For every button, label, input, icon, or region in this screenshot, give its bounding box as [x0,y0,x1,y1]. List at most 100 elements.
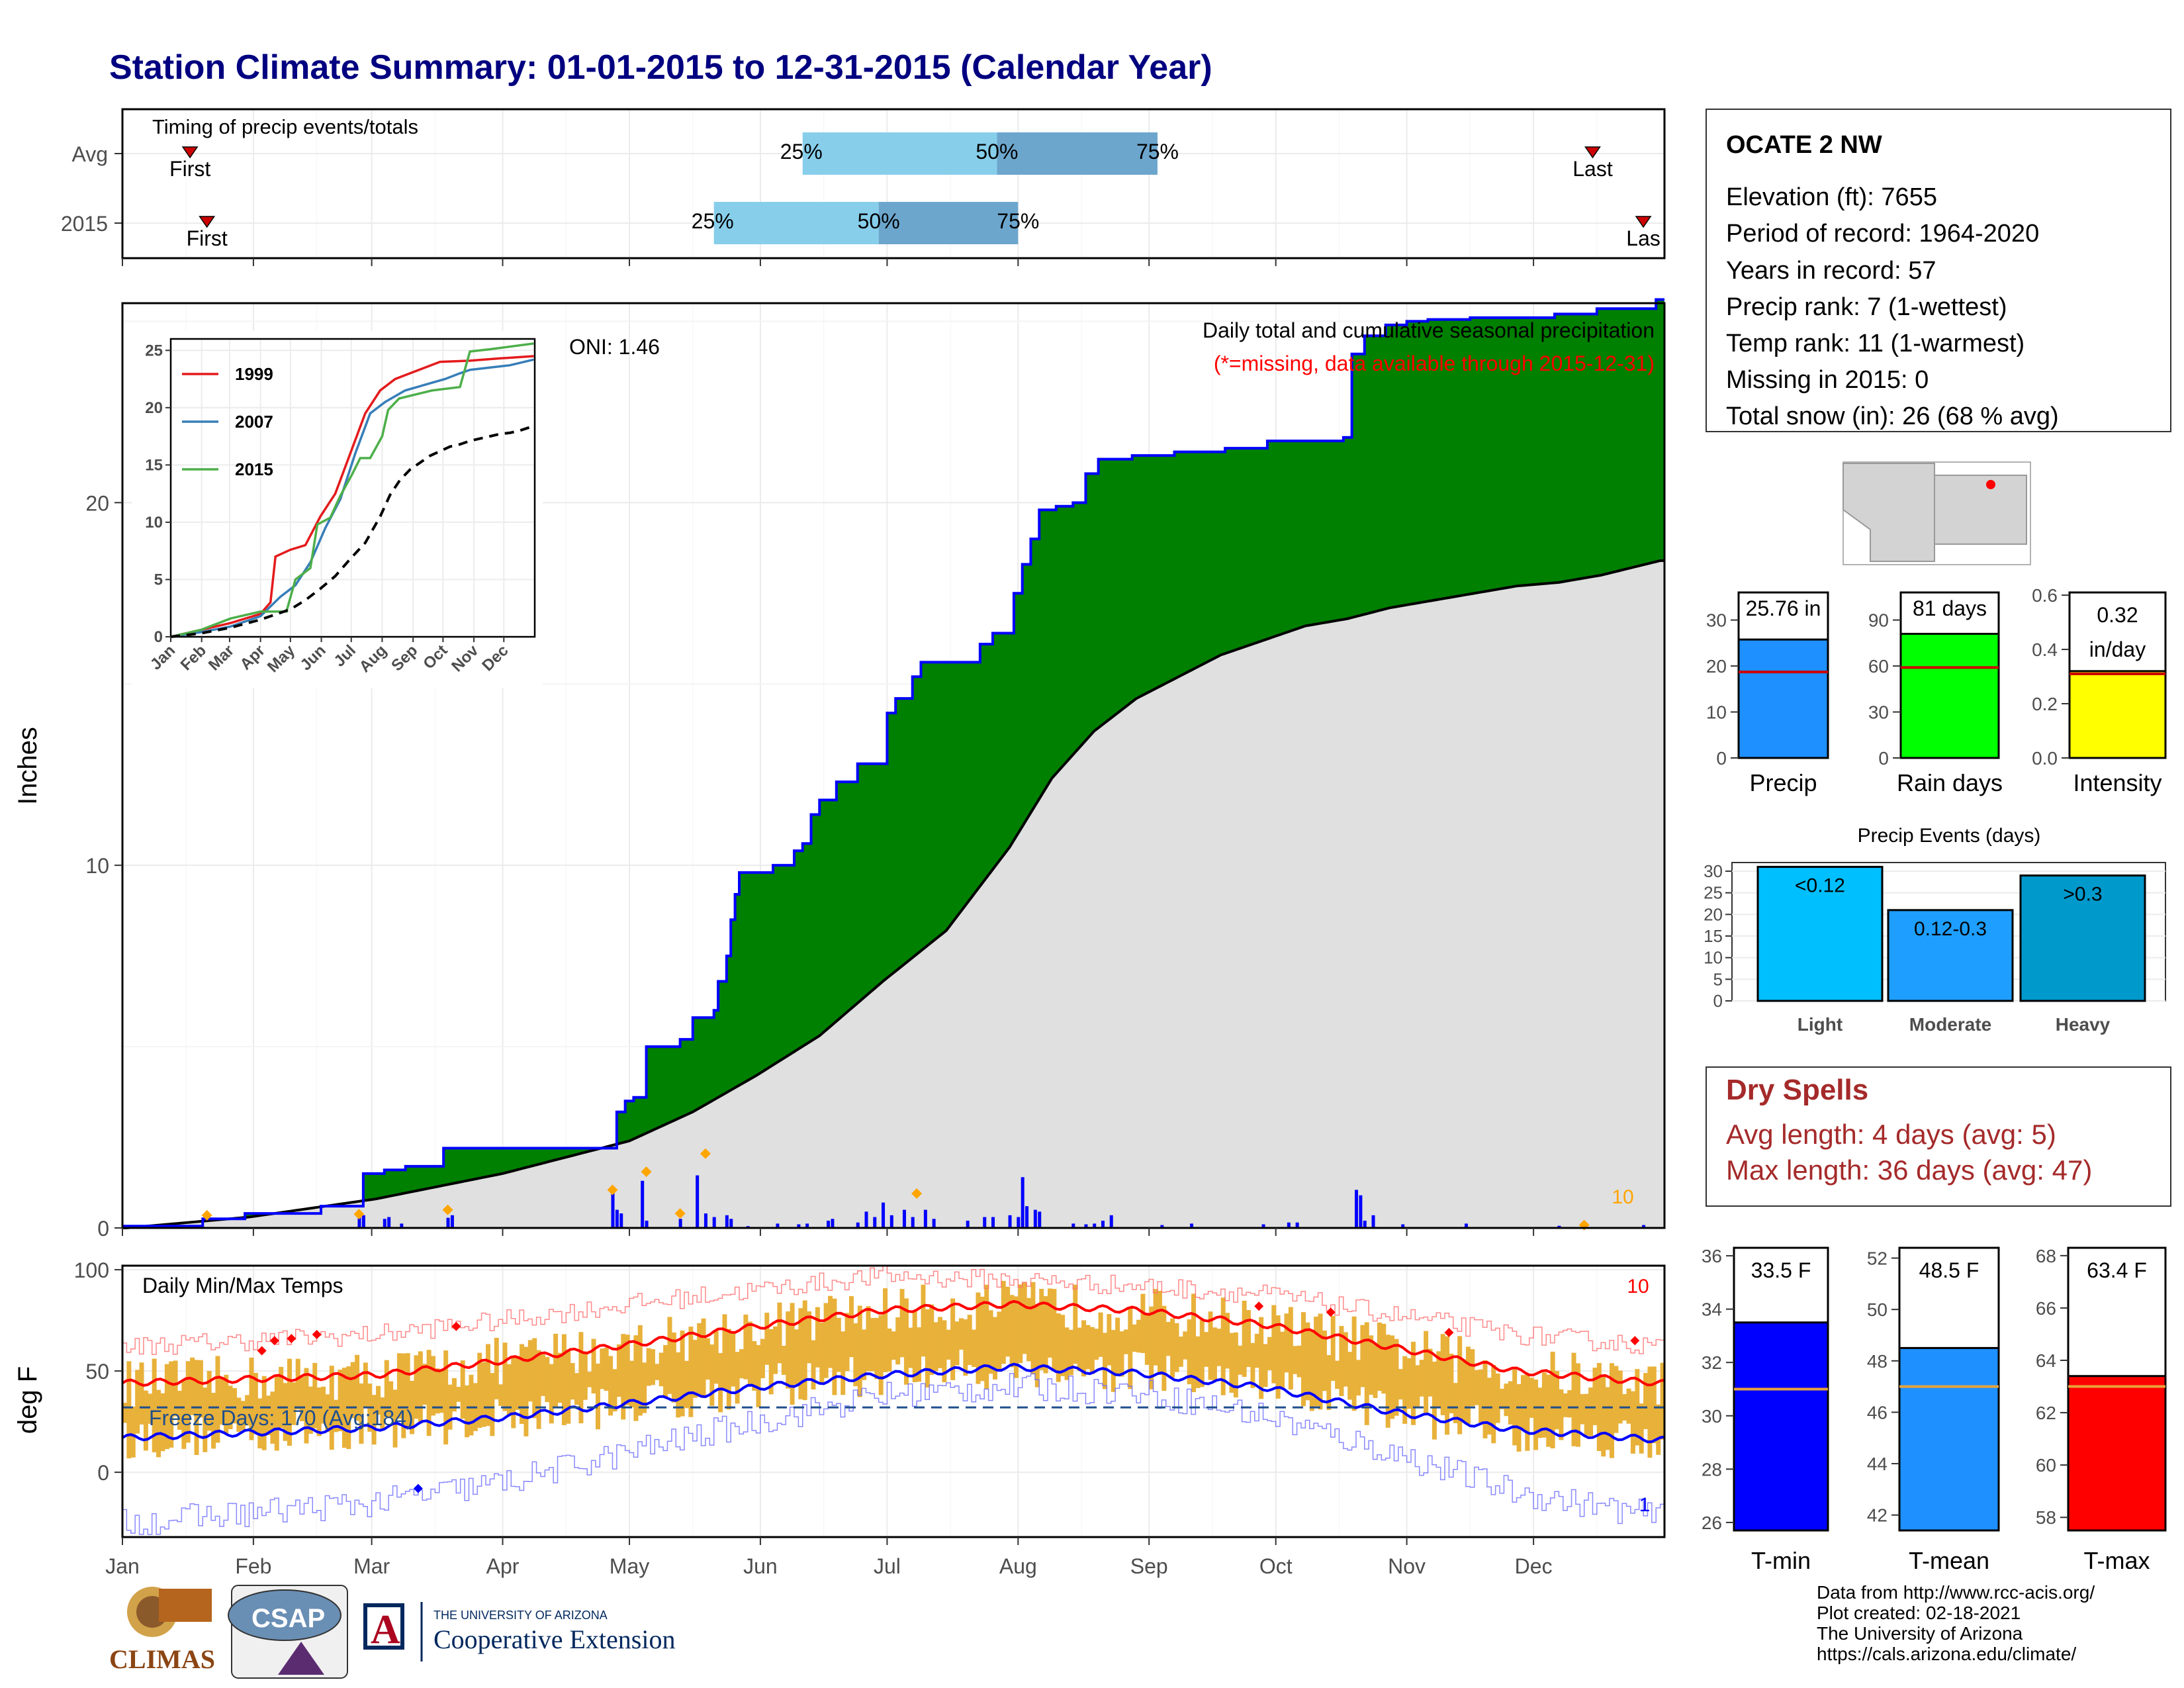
daily-temp-bar [232,1387,237,1424]
tsum-y-tick-label: 52 [1867,1248,1888,1269]
daily-temp-bar [502,1342,508,1411]
month-tick-label: Nov [1388,1554,1426,1578]
daily-precip-bar [1261,1224,1265,1228]
daily-precip-bar [645,1221,649,1228]
daily-temp-bar [722,1314,727,1391]
daily-temp-bar [540,1354,545,1396]
daily-temp-bar [1043,1296,1048,1374]
daily-temp-bar [642,1362,647,1413]
daily-temp-bar [1013,1296,1019,1378]
daily-temp-bar [410,1380,415,1434]
daily-precip-bar [450,1215,454,1228]
tsum-y-tick-label: 42 [1867,1505,1888,1526]
daily-temp-bar [1563,1393,1568,1417]
tsum-y-tick-label: 60 [2036,1455,2056,1476]
tsum-y-tick-label: 58 [2036,1507,2056,1528]
daily-precip-bar [1109,1215,1113,1228]
station-location-marker [1986,480,1995,489]
daily-temp-bar [177,1391,182,1430]
first-event-marker [181,146,199,159]
summary-y-tick-label: 90 [1868,610,1889,631]
daily-temp-bar [1089,1327,1095,1374]
daily-temp-bar [794,1329,799,1385]
daily-precip-bar [383,1219,387,1228]
snow-event-marker [353,1209,365,1220]
daily-precip-bar [889,1215,893,1228]
daily-temp-bar [1470,1349,1475,1407]
daily-temp-bar [1056,1313,1061,1382]
inset-series-2007 [170,358,534,638]
daily-precip-bar [1160,1225,1164,1228]
daily-precip-bar [966,1221,970,1228]
tsum-category-label: T-mean [1909,1547,1989,1574]
tsum-value-bar [1733,1321,1829,1532]
daily-temp-bar [891,1331,896,1360]
daily-temp-bar [815,1307,820,1368]
summary-value-bar [1737,638,1829,759]
snow-corner-label: 10 [1612,1186,1633,1208]
footer-plot-created: Plot created: 02-18-2021 [1817,1603,2021,1623]
daily-temp-bar [1178,1336,1183,1367]
tsum-y-tick-label: 34 [1702,1299,1722,1320]
record-high-marker [1326,1307,1336,1317]
daily-precip-bar [1371,1215,1375,1228]
daily-temp-bar [650,1349,655,1385]
daily-temp-bar [807,1311,812,1364]
daily-temp-bar [418,1351,423,1424]
daily-temp-bar [933,1322,938,1372]
daily-precip-bar [1071,1223,1075,1228]
inset-legend-label: 1999 [235,364,273,384]
oni-label: ONI: 1.46 [569,335,660,359]
daily-temp-bar [1005,1286,1011,1357]
daily-temp-bar [376,1385,381,1415]
tsum-y-tick-label: 50 [1867,1299,1888,1320]
daily-temp-bar [1216,1329,1222,1366]
daily-temp-bar [848,1296,854,1358]
daily-temp-bar [1314,1316,1319,1407]
record-low-line [122,1373,1664,1535]
daily-temp-bar [257,1398,263,1449]
month-tick-label: Jul [874,1554,901,1578]
first-event-marker [199,216,216,228]
daily-temp-bar [536,1350,541,1429]
daily-temp-bar [1068,1329,1073,1376]
daily-temp-bar [646,1348,651,1386]
cumulative-average-area [122,560,1664,1228]
inset-y-tick-label: 0 [154,628,163,646]
daily-temp-bar [743,1314,749,1380]
daily-temp-bar [380,1397,385,1430]
avg-max-temp-line [121,1299,1665,1387]
timing-label-75: 75% [1136,140,1179,164]
station-box [1706,109,2171,432]
daily-temp-bar [718,1352,723,1413]
daily-temp-bar [912,1311,917,1383]
daily-temp-bar [1453,1383,1458,1424]
month-tick-label: Oct [1259,1554,1293,1578]
daily-temp-bar [515,1356,520,1410]
daily-temp-bar [735,1352,740,1404]
daily-temp-bar [1212,1327,1217,1382]
daily-temp-bar [135,1370,140,1434]
daily-temp-bar [574,1373,580,1405]
record-high-marker [1254,1301,1264,1311]
daily-temp-bar [279,1366,284,1429]
daily-temp-bar [802,1300,807,1401]
daily-temp-bar [857,1305,862,1397]
timing-row-label: Avg [71,142,108,166]
daily-temp-bar [1369,1335,1374,1395]
daily-temp-bar [1254,1333,1259,1368]
daily-temp-bar [557,1352,563,1403]
daily-temp-bar [582,1351,588,1400]
daily-temp-bar [667,1317,672,1394]
daily-temp-bar [604,1347,609,1391]
daily-temp-bar [312,1362,318,1429]
daily-temp-bar [1060,1315,1066,1376]
daily-temp-bar [396,1353,402,1419]
daily-temp-bar [1187,1319,1192,1385]
daily-temp-bar [1115,1317,1120,1377]
summary-y-tick-label: 0.0 [2032,748,2058,769]
daily-temp-bar [316,1387,322,1436]
daily-temp-bar [1351,1316,1357,1411]
last-label: Las [1626,226,1661,250]
